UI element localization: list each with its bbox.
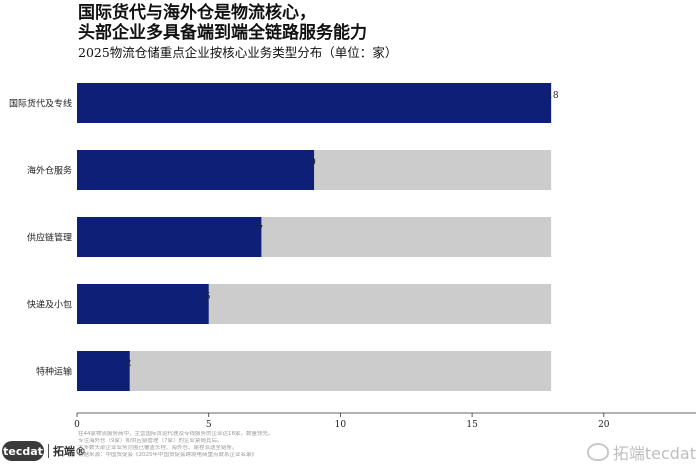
x-tick-label: 10 [335,420,347,430]
chart-title: 国际货代与海外仓是物流核心， 头部企业多具备端到端全链路服务能力 [78,3,367,43]
footnote-line-3: 大多数头部企业业务范围已覆盖头程、海外仓、尾程派送全链条。 [78,445,238,451]
weibo-icon [586,443,609,461]
data-label: 5 [205,292,211,302]
data-label: 9 [310,158,316,168]
bar [77,83,552,123]
bar-track [77,351,552,391]
x-tick-label: 5 [206,420,212,430]
logo-cn-text: 拓端® [53,445,86,458]
tecdat-logo: tecdat 拓端® [2,441,86,461]
logo-divider [48,444,49,458]
data-label: 7 [257,225,263,235]
footnote-line-2: 专注海外仓（9家）和供应链管理（7家）的企业紧随其后。 [78,438,223,444]
x-tick-label: 20 [598,420,610,430]
footnote-line-4: 数据来源：中国贸促会《2025年中国贸促会跨境电商重点联系企业名录》 [78,452,257,458]
bar [77,284,209,324]
chart-subtitle: 2025物流仓储重点企业按核心业务类型分布（单位：家） [78,45,398,60]
data-label: 2 [126,359,132,369]
bar [77,217,262,257]
footnote-line-1: 在44家物流服务商中，主营国际货运代理及专线服务的企业达18家，数量领先。 [78,431,274,437]
bar [77,150,315,190]
x-tick-label: 15 [466,420,478,430]
category-label: 国际货代及专线 [9,98,72,110]
logo-badge: tecdat [2,441,44,461]
category-label: 特种运输 [36,366,72,378]
x-tick-label: 0 [74,420,80,430]
category-label: 快递及小包 [27,299,72,311]
watermark-text: 拓端tecdat [612,444,696,463]
bar [77,351,130,391]
data-label: 18 [547,91,559,101]
category-label: 供应链管理 [27,232,72,244]
category-label: 海外仓服务 [27,165,72,177]
footnote: 在44家物流服务商中，主营国际货运代理及专线服务的企业达18家，数量领先。 专注… [78,431,408,459]
watermark: 拓端tecdat [586,440,696,464]
